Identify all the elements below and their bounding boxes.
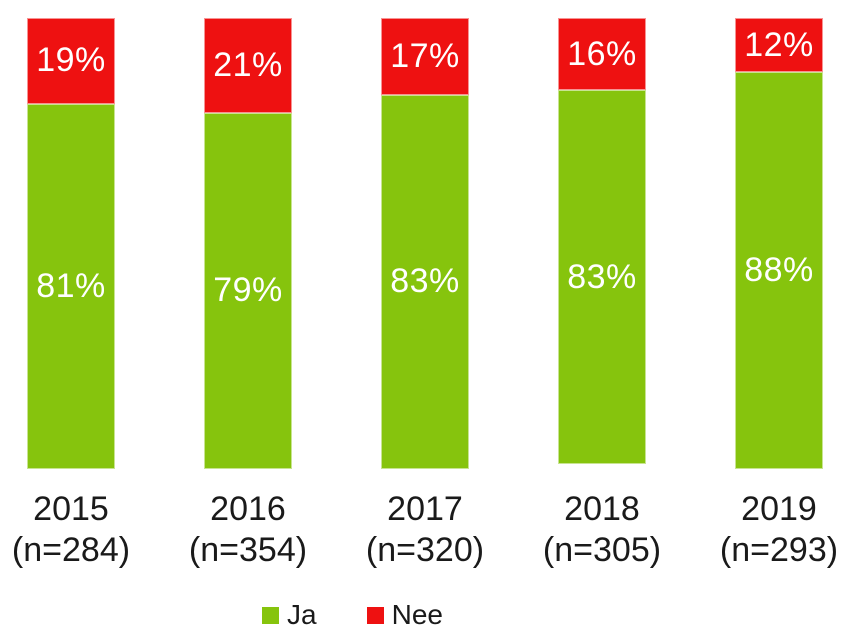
bar-segment-nee: 17% xyxy=(381,18,469,95)
legend-items: Ja Nee xyxy=(262,601,443,629)
x-axis-sample-size: (n=293) xyxy=(719,531,839,569)
x-axis-label: 2016 (n=354) xyxy=(163,489,333,571)
x-axis-sample-size: (n=354) xyxy=(188,531,308,569)
bar-stack: 21% 79% xyxy=(204,18,292,469)
x-axis-year: 2019 xyxy=(741,490,817,528)
bar-segment-ja: 79% xyxy=(204,112,292,469)
bar-segment-ja: 83% xyxy=(558,90,646,465)
x-axis-label: 2015 (n=284) xyxy=(0,489,156,571)
legend-label: Nee xyxy=(391,599,443,630)
bar-segment-nee: 21% xyxy=(204,18,292,113)
bar-segment-ja: 88% xyxy=(735,72,823,469)
x-axis-sample-size: (n=284) xyxy=(11,531,131,569)
value-label-ja: 83% xyxy=(390,262,460,301)
value-label-nee: 16% xyxy=(567,34,637,73)
bar-segment-nee: 19% xyxy=(27,18,115,104)
chart-legend: Ja Nee xyxy=(0,601,853,629)
bar-column: 19% 81% 2015 (n=284) xyxy=(12,18,130,571)
x-axis-year: 2018 xyxy=(564,490,640,528)
value-label-ja: 81% xyxy=(36,266,106,305)
bar-stack: 19% 81% xyxy=(27,18,115,469)
x-axis-sample-size: (n=305) xyxy=(542,531,662,569)
x-axis-year: 2016 xyxy=(210,490,286,528)
legend-swatch-icon xyxy=(366,606,384,624)
bar-segment-nee: 16% xyxy=(558,18,646,91)
value-label-nee: 12% xyxy=(744,25,814,64)
bar-stack: 16% 83% xyxy=(558,18,646,469)
legend-swatch-icon xyxy=(262,606,280,624)
bar-segment-nee: 12% xyxy=(735,18,823,73)
bar-stack: 17% 83% xyxy=(381,18,469,469)
x-axis-label: 2018 (n=305) xyxy=(517,489,687,571)
bar-column: 12% 88% 2019 (n=293) xyxy=(720,18,838,571)
bar-column: 21% 79% 2016 (n=354) xyxy=(189,18,307,571)
bar-segment-ja: 81% xyxy=(27,103,115,469)
x-axis-year: 2015 xyxy=(33,490,109,528)
legend-label: Ja xyxy=(287,599,317,630)
value-label-ja: 88% xyxy=(744,251,814,290)
plot-area: 19% 81% 2015 (n=284) 21% 79% 2016 (n=354… xyxy=(12,18,838,571)
bar-column: 17% 83% 2017 (n=320) xyxy=(366,18,484,571)
x-axis-label: 2017 (n=320) xyxy=(340,489,510,571)
value-label-ja: 79% xyxy=(213,271,283,310)
bar-column: 16% 83% 2018 (n=305) xyxy=(543,18,661,571)
value-label-nee: 17% xyxy=(390,36,460,75)
legend-item: Nee xyxy=(366,599,443,630)
value-label-nee: 21% xyxy=(213,45,283,84)
x-axis-year: 2017 xyxy=(387,490,463,528)
value-label-ja: 83% xyxy=(567,257,637,296)
legend-item: Ja xyxy=(262,601,317,629)
x-axis-sample-size: (n=320) xyxy=(365,531,485,569)
value-label-nee: 19% xyxy=(36,41,106,80)
bar-segment-ja: 83% xyxy=(381,94,469,469)
x-axis-label: 2019 (n=293) xyxy=(694,489,853,571)
bar-stack: 12% 88% xyxy=(735,18,823,469)
